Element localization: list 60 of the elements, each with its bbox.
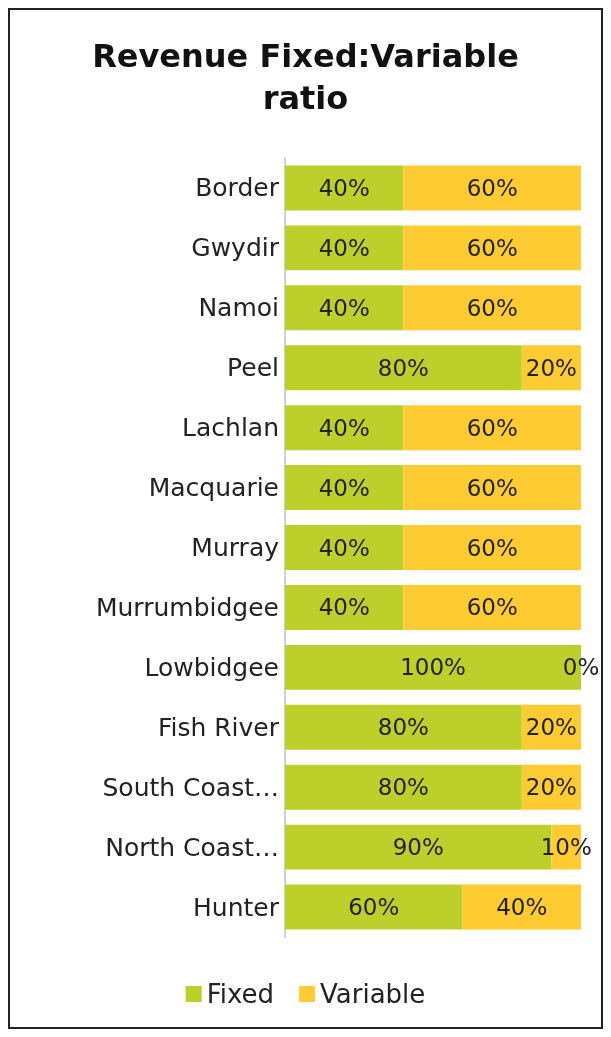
bar (285, 884, 463, 930)
data-label: 0% (562, 654, 600, 681)
bar (285, 764, 522, 810)
y-tick-label: Lachlan (182, 413, 279, 443)
data-label: 60% (466, 534, 518, 561)
bar (403, 405, 581, 451)
data-label: 80% (377, 714, 429, 741)
bar (403, 525, 581, 570)
legend-label: Variable (320, 979, 426, 1009)
data-label: 80% (377, 774, 429, 801)
y-tick-label: South Coast… (102, 772, 279, 802)
y-tick-label: Border (195, 173, 280, 203)
bar (403, 584, 581, 630)
data-label: 60% (466, 294, 518, 321)
bar (403, 225, 581, 271)
y-tick-label: Gwydir (191, 233, 280, 263)
data-label: 60% (348, 894, 400, 921)
bar (403, 165, 581, 211)
bar (403, 285, 581, 331)
bar (285, 405, 404, 451)
bar (285, 525, 404, 570)
y-tick-label: Murrumbidgee (95, 592, 279, 622)
bar (285, 704, 522, 750)
bar (285, 225, 404, 271)
data-label: 40% (318, 174, 370, 201)
bar (285, 584, 404, 630)
data-label: 60% (466, 594, 518, 621)
data-label: 60% (466, 414, 518, 441)
bar (285, 165, 404, 211)
data-label: 40% (318, 594, 370, 621)
y-tick-label: Macquarie (148, 473, 279, 503)
y-tick-label: Namoi (198, 293, 279, 323)
data-label: 40% (318, 414, 370, 441)
data-label: 40% (318, 294, 370, 321)
data-label: 20% (525, 774, 577, 801)
bar (403, 465, 581, 511)
data-label: 20% (525, 354, 577, 381)
data-label: 40% (318, 234, 370, 261)
chart-title: Revenue Fixed:Variable ratio (92, 37, 519, 117)
data-label: 80% (377, 354, 429, 381)
bar (285, 465, 404, 511)
y-tick-label: Murray (191, 533, 280, 562)
bar (462, 884, 581, 930)
data-label: 90% (392, 834, 444, 861)
y-tick-label: North Coast… (105, 832, 279, 862)
y-tick-label: Fish River (157, 712, 280, 742)
data-label: 60% (466, 474, 518, 501)
y-tick-label: Lowbidgee (144, 652, 279, 682)
bar (285, 345, 522, 391)
y-tick-label: Peel (227, 353, 279, 383)
data-label: 20% (525, 714, 577, 741)
legend-label: Fixed (206, 979, 275, 1009)
data-label: 60% (466, 174, 518, 201)
data-label: 100% (400, 654, 466, 681)
data-label: 40% (318, 474, 370, 501)
bar (285, 285, 404, 331)
data-label: 60% (466, 234, 518, 261)
y-tick-label: Hunter (193, 892, 280, 922)
data-label: 40% (318, 534, 370, 561)
data-label: 40% (496, 894, 548, 921)
